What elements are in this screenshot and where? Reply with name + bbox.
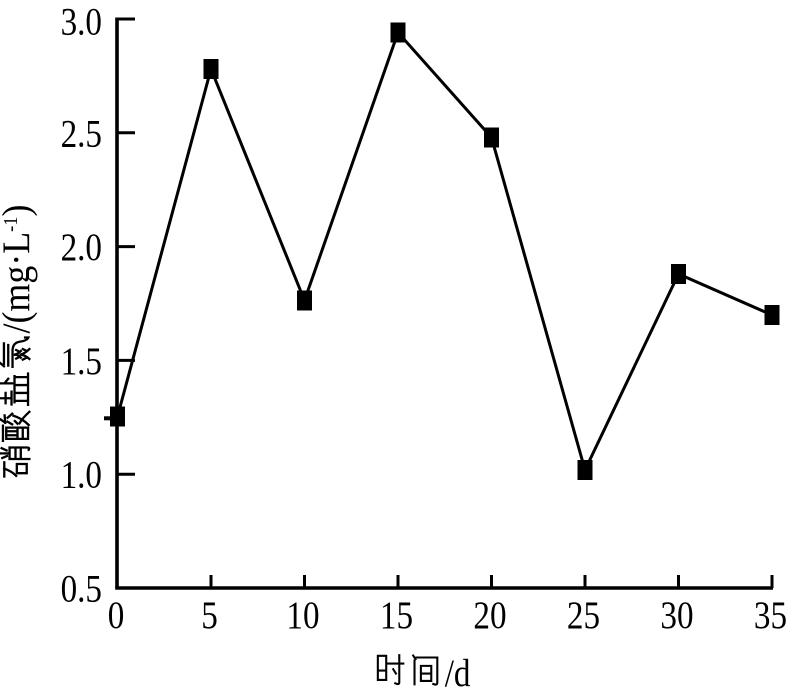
svg-text:15: 15 (380, 594, 413, 637)
svg-text:2.0: 2.0 (61, 226, 102, 269)
svg-text:0: 0 (108, 594, 125, 637)
svg-text:5: 5 (201, 594, 218, 637)
svg-text:10: 10 (286, 594, 319, 637)
svg-text:35: 35 (754, 594, 787, 637)
svg-text:3.0: 3.0 (61, 0, 102, 43)
svg-text:1.5: 1.5 (61, 339, 102, 382)
svg-text:30: 30 (660, 594, 693, 637)
svg-text:2.5: 2.5 (61, 112, 102, 155)
svg-text:25: 25 (567, 594, 600, 637)
svg-text:1.0: 1.0 (61, 453, 102, 496)
svg-text:/d: /d (445, 652, 471, 691)
svg-text:20: 20 (473, 594, 506, 637)
svg-text:0.5: 0.5 (61, 567, 102, 610)
